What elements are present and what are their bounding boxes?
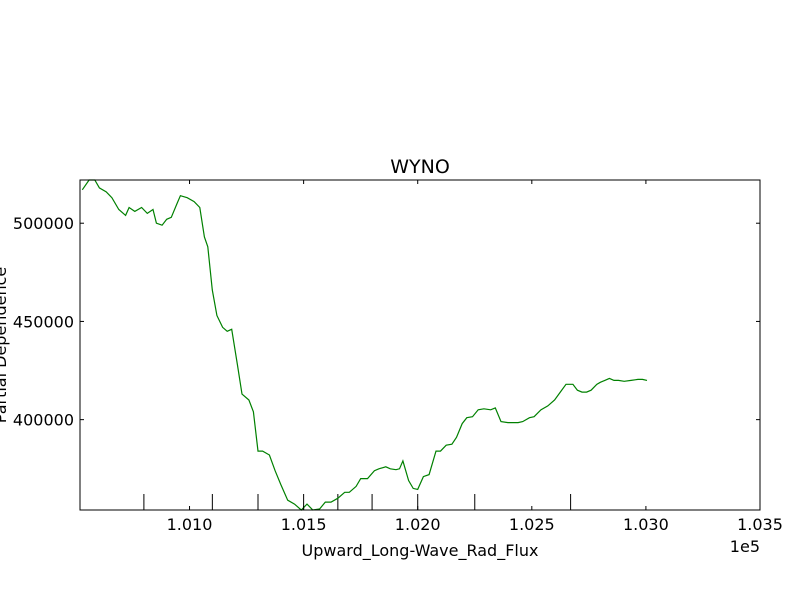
x-tick-label: 1.010 [167,515,213,534]
plot-area [79,179,761,511]
x-tick-label: 1.020 [395,515,441,534]
series-layer [81,179,648,511]
x-axis: 1.010 1.015 1.020 1.025 1.030 1.035 [167,180,783,534]
series-line [81,179,648,511]
x-tick-label: 1.030 [623,515,669,534]
x-tick-label: 1.035 [737,515,783,534]
y-axis-label: Partial Dependence [0,267,10,423]
plot-background [80,180,760,510]
y-tick-label: 500000 [13,214,74,233]
x-tick-label: 1.015 [281,515,327,534]
y-tick-label: 400000 [13,411,74,430]
plot-frame [79,179,761,511]
chart-title: WYNO [390,156,450,178]
y-tick-label: 450000 [13,312,74,331]
x-axis-offset-label: 1e5 [730,537,760,556]
y-axis: 400000 450000 500000 [13,214,760,430]
x-tick-label: 1.025 [509,515,555,534]
x-axis-label: Upward_Long-Wave_Rad_Flux [302,541,539,561]
